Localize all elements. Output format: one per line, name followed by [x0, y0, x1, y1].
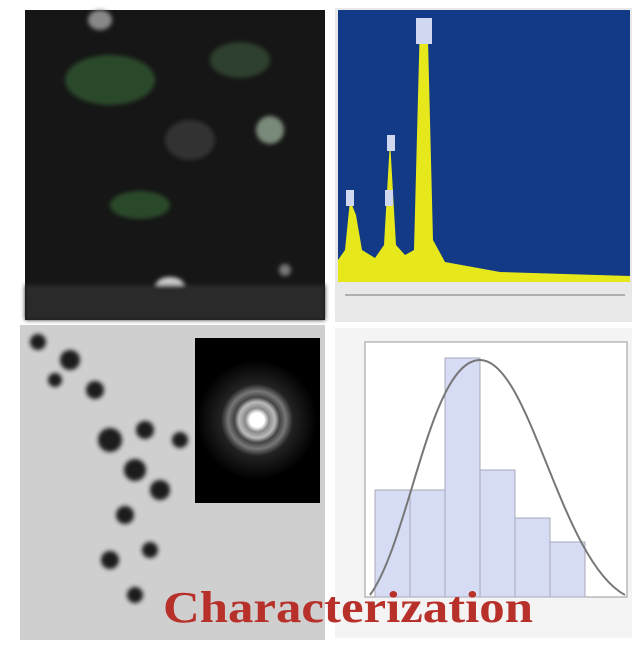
particle: [142, 542, 158, 558]
speckle: [25, 285, 325, 320]
particle: [30, 334, 46, 350]
spectrum-panel: [335, 8, 632, 322]
particle: [101, 551, 119, 569]
speckle: [256, 116, 284, 144]
particle: [86, 381, 104, 399]
particle: [116, 506, 134, 524]
saed-rings: [197, 360, 317, 480]
speckle: [165, 120, 215, 160]
particle: [60, 350, 80, 370]
spectrum-plot: [338, 10, 630, 282]
speckle: [65, 55, 155, 105]
bar: [550, 542, 585, 597]
map-panel: [25, 10, 325, 320]
bar: [445, 358, 480, 597]
peak-label: [387, 135, 395, 151]
particle: [136, 421, 154, 439]
speckle: [210, 42, 270, 78]
bar: [480, 470, 515, 597]
particle: [150, 480, 170, 500]
caption: Characterization: [163, 583, 533, 632]
particle: [124, 459, 146, 481]
bar: [375, 490, 410, 597]
figure: Characterization: [0, 0, 635, 648]
peak-label: [385, 190, 393, 206]
peak-label: [416, 18, 432, 44]
speckle: [88, 10, 112, 30]
particle: [172, 432, 188, 448]
speckle: [110, 191, 170, 219]
peak-label: [346, 190, 354, 206]
particle: [48, 373, 62, 387]
particle: [127, 587, 143, 603]
map-background: [25, 10, 325, 320]
bar: [410, 490, 445, 597]
speckle: [279, 264, 291, 276]
particle: [98, 428, 122, 452]
